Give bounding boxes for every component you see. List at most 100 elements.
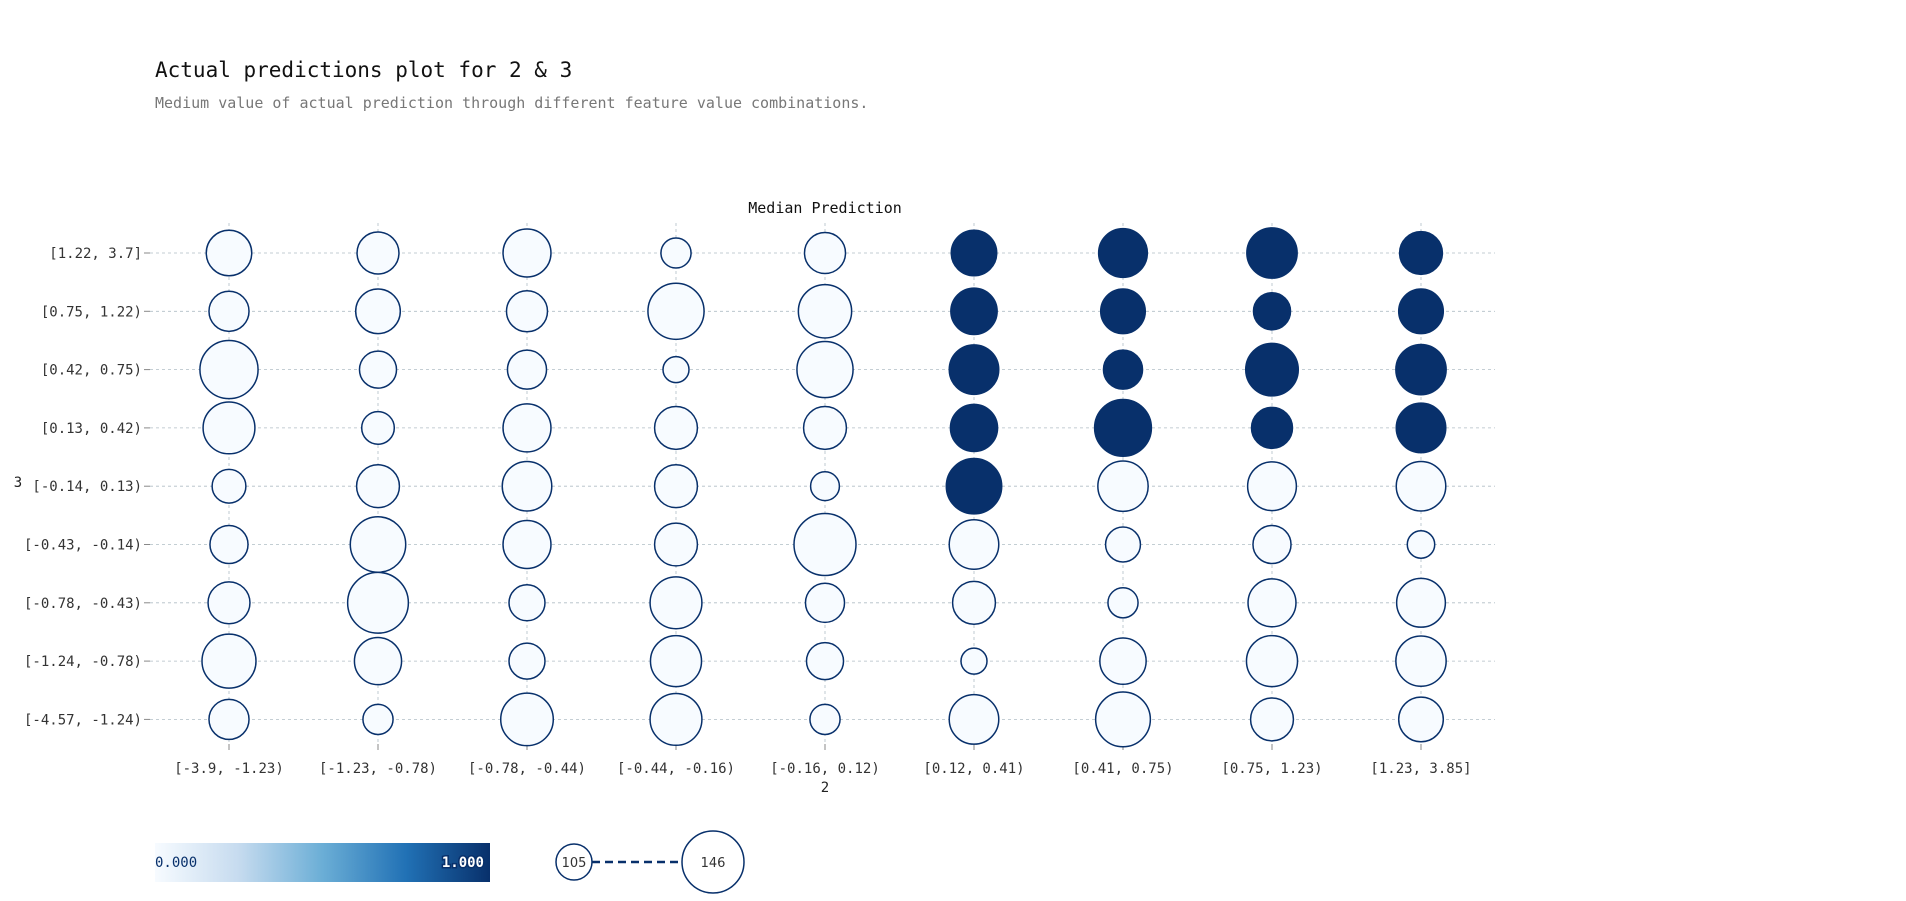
x-tick-label: [1.23, 3.85] (1370, 761, 1471, 777)
bubble (205, 229, 253, 277)
x-tick-label: [-0.44, -0.16) (617, 761, 735, 777)
y-tick-label: [-0.43, -0.14) (24, 538, 142, 554)
chart-title: Median Prediction (748, 199, 902, 217)
bubble (506, 349, 548, 390)
bubble (208, 290, 250, 333)
x-tick-label: [-1.23, -0.78) (319, 761, 437, 777)
bubble (649, 576, 703, 630)
bubble (945, 457, 1003, 515)
bubble (649, 634, 703, 688)
y-tick-label: [-0.14, 0.13) (32, 479, 142, 495)
bubble (508, 584, 546, 622)
page-title: Actual predictions plot for 2 & 3 (155, 58, 573, 82)
y-tick-label: [1.22, 3.7] (49, 246, 142, 262)
bubble (948, 344, 1000, 396)
bubble (208, 698, 250, 741)
bubble (502, 519, 552, 570)
bubble (951, 580, 997, 625)
y-tick-label: [0.13, 0.42) (41, 421, 142, 437)
bubble (354, 288, 402, 335)
bubble (1099, 288, 1147, 335)
bubble (346, 571, 410, 634)
bubble (502, 403, 552, 453)
bubble (1250, 406, 1294, 450)
bubble (501, 460, 553, 512)
bubble (960, 647, 988, 675)
bubble (1397, 288, 1445, 335)
x-axis-label: 2 (821, 780, 829, 796)
bubble (360, 410, 396, 445)
bubble (1247, 578, 1297, 628)
bubble (660, 237, 692, 269)
size-legend-min-label: 105 (562, 856, 587, 871)
bubble (505, 290, 549, 333)
colorbar (155, 843, 490, 882)
bubble (202, 401, 256, 455)
bubble (1107, 586, 1139, 619)
bubble (209, 524, 249, 565)
bubble (653, 464, 699, 509)
bubble (355, 464, 401, 509)
bubble (1246, 461, 1298, 512)
x-tick-label: [0.75, 1.23) (1221, 761, 1322, 777)
bubble (653, 522, 699, 567)
bubble (1252, 524, 1292, 565)
bubble (1395, 577, 1447, 628)
size-legend-max-circle (681, 830, 745, 894)
bubble (1244, 342, 1300, 397)
y-tick-label: [-0.78, -0.43) (24, 596, 142, 612)
bubble (950, 287, 998, 336)
y-tick-label: [0.42, 0.75) (41, 363, 142, 379)
x-tick-label: [0.41, 0.75) (1072, 761, 1173, 777)
bubble (647, 282, 705, 341)
x-tick-label: [-0.16, 0.12) (770, 761, 880, 777)
page-subtitle: Medium value of actual prediction throug… (155, 94, 869, 112)
bubble (1397, 696, 1445, 743)
bubble (499, 692, 555, 747)
bubble (201, 633, 257, 689)
bubble (948, 693, 1000, 745)
bubble (805, 641, 845, 681)
bubble (1097, 227, 1149, 279)
colorbar-min-label: 0.000 (155, 855, 197, 871)
y-tick-label: [-1.24, -0.78) (24, 654, 142, 670)
bubble (207, 581, 251, 625)
y-tick-label: [0.75, 1.22) (41, 304, 142, 320)
size-legend-max-label: 146 (701, 856, 726, 871)
x-tick-label: [0.12, 0.41) (923, 761, 1024, 777)
bubble (1398, 230, 1444, 276)
bubble (653, 405, 699, 451)
bubble (1249, 697, 1295, 742)
bubble (802, 405, 848, 451)
bubble (353, 636, 403, 686)
bubble (1246, 227, 1298, 279)
bubble (949, 403, 999, 453)
bubble (1094, 691, 1152, 748)
bubble (793, 512, 857, 577)
bubble (1395, 343, 1447, 396)
x-tick-label: [-3.9, -1.23) (174, 761, 284, 777)
y-tick-label: [-4.57, -1.24) (24, 712, 142, 728)
bubble (1395, 635, 1447, 687)
bubble (1406, 530, 1436, 559)
bubble (1395, 402, 1447, 454)
bubble (502, 228, 552, 278)
bubble (358, 350, 398, 389)
bubble (649, 692, 703, 747)
size-legend-min-circle (555, 843, 593, 881)
bubble (662, 355, 690, 384)
bubble (199, 339, 259, 400)
bubbles (199, 227, 1447, 748)
colorbar-max-label: 1.000 (442, 855, 484, 871)
bubble (356, 231, 400, 275)
bubble (804, 582, 846, 624)
bubble (1104, 526, 1142, 563)
bubble (362, 703, 394, 736)
bubble (1245, 634, 1299, 688)
bubble (1097, 460, 1149, 513)
bubble (797, 283, 853, 339)
bubble (796, 340, 854, 399)
bubble (1252, 292, 1292, 331)
bubble (950, 229, 998, 277)
